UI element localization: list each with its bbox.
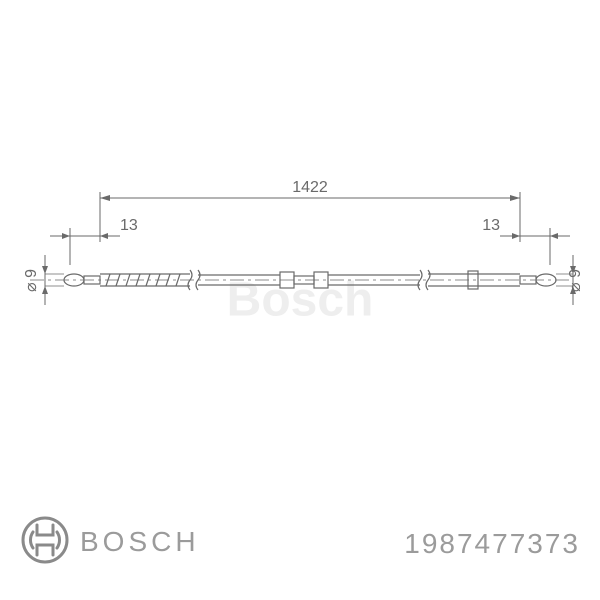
left-diameter-label: ⌀ 9: [23, 269, 40, 292]
left-end-length-label: 13: [120, 217, 138, 234]
overall-length-label: 1422: [292, 180, 328, 196]
part-number: 1987477373: [404, 528, 580, 560]
brand-label: BOSCH: [80, 526, 200, 558]
bosch-logo: [20, 515, 70, 565]
technical-drawing: 1422 13 13: [20, 180, 580, 380]
right-diameter-label: ⌀ 9: [567, 269, 580, 292]
right-end-length-label: 13: [482, 217, 500, 234]
